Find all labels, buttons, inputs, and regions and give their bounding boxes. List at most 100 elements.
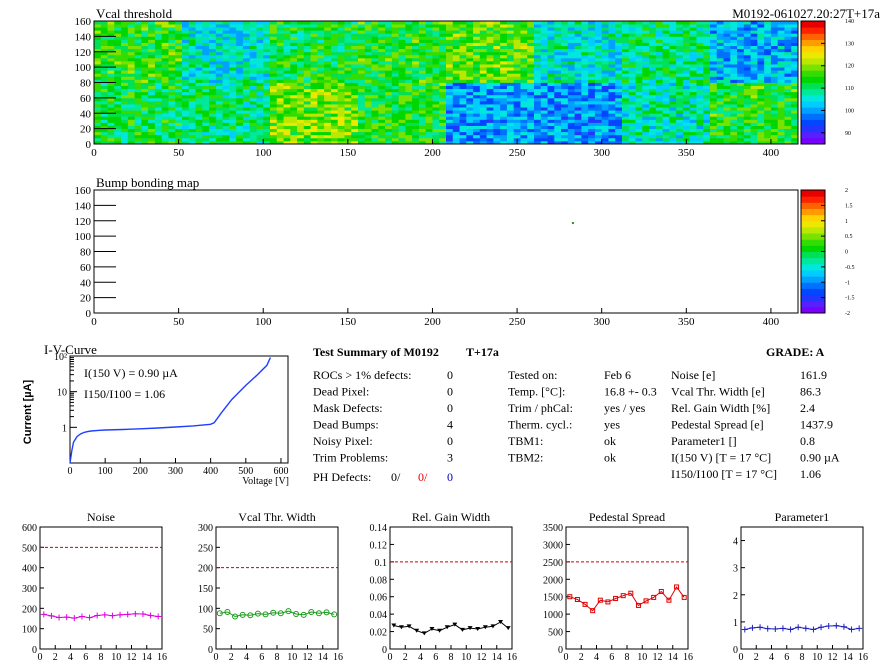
heatmap-cell bbox=[371, 79, 379, 83]
heatmap-cell bbox=[703, 54, 711, 59]
heatmap-cell bbox=[425, 48, 433, 53]
heatmap-cell bbox=[351, 91, 359, 96]
heatmap-cell bbox=[554, 60, 562, 65]
heatmap-cell bbox=[628, 110, 636, 114]
heatmap-cell bbox=[195, 97, 203, 102]
heatmap-cell bbox=[175, 51, 183, 56]
heatmap-cell bbox=[351, 73, 359, 77]
heatmap-cell bbox=[107, 42, 115, 46]
heatmap-cell bbox=[594, 116, 603, 120]
heatmap-cell bbox=[506, 88, 515, 93]
heatmap-cell bbox=[608, 24, 616, 28]
heatmap-cell bbox=[364, 119, 372, 123]
heatmap-cell bbox=[703, 128, 711, 133]
heatmap-cell bbox=[473, 48, 481, 53]
heatmap-cell bbox=[615, 30, 623, 34]
heatmap-cell bbox=[154, 21, 163, 25]
heatmap-cell bbox=[710, 119, 718, 123]
heatmap-cell bbox=[100, 88, 108, 93]
heatmap-cell bbox=[439, 64, 447, 68]
heatmap-cell bbox=[506, 122, 515, 126]
heatmap-cell bbox=[229, 140, 237, 145]
heatmap-cell bbox=[182, 113, 190, 117]
heatmap-cell bbox=[378, 97, 386, 102]
heatmap-cell bbox=[107, 82, 115, 86]
heatmap-cell bbox=[723, 88, 731, 93]
heatmap-cell bbox=[391, 110, 400, 114]
heatmap-cell bbox=[615, 91, 623, 96]
heatmap-cell bbox=[161, 76, 169, 80]
heatmap-cell bbox=[737, 119, 745, 123]
heatmap-cell bbox=[175, 36, 183, 40]
heatmap-cell bbox=[222, 79, 230, 83]
heatmap-cell bbox=[513, 45, 521, 50]
heatmap-cell bbox=[202, 24, 210, 28]
heatmap-cell bbox=[100, 110, 108, 114]
heatmap-cell bbox=[513, 88, 521, 93]
heatmap-cell bbox=[615, 24, 623, 28]
heatmap-cell bbox=[161, 116, 169, 120]
heatmap-cell bbox=[236, 70, 244, 74]
heatmap-cell bbox=[642, 91, 650, 96]
heatmap-cell bbox=[662, 27, 670, 31]
heatmap-cell bbox=[588, 57, 596, 62]
pedestal-y-tick-label: 0 bbox=[558, 645, 563, 656]
heatmap-cell bbox=[385, 54, 393, 59]
heatmap-cell bbox=[398, 64, 406, 68]
heatmap-cell bbox=[466, 24, 474, 28]
heatmap-cell bbox=[486, 94, 494, 99]
heatmap-cell bbox=[202, 82, 210, 86]
heatmap-cell bbox=[134, 73, 142, 77]
heatmap-cell bbox=[148, 60, 156, 65]
heatmap-cell bbox=[337, 54, 345, 59]
heatmap-cell bbox=[696, 110, 704, 114]
heatmap-cell bbox=[615, 54, 623, 59]
heatmap-cell bbox=[337, 116, 345, 120]
heatmap-cell bbox=[385, 21, 393, 25]
heatmap-cell bbox=[378, 45, 386, 50]
heatmap-cell bbox=[784, 64, 792, 68]
heatmap-cell bbox=[385, 67, 393, 71]
x-tick-label: 250 bbox=[509, 316, 526, 328]
heatmap-cell bbox=[209, 27, 217, 31]
heatmap-cell bbox=[242, 140, 251, 145]
heatmap-cell bbox=[486, 97, 494, 102]
heatmap-cell bbox=[330, 42, 339, 46]
heatmap-cell bbox=[628, 42, 636, 46]
heatmap-cell bbox=[182, 73, 190, 77]
heatmap-cell bbox=[303, 21, 312, 25]
heatmap-cell bbox=[737, 116, 745, 120]
heatmap-cell bbox=[107, 91, 115, 96]
heatmap-cell bbox=[743, 88, 752, 93]
heatmap-cell bbox=[473, 42, 481, 46]
heatmap-cell bbox=[378, 51, 386, 56]
heatmap-cell bbox=[114, 27, 122, 31]
heatmap-cell bbox=[601, 134, 609, 139]
heatmap-cell bbox=[452, 82, 460, 86]
heatmap-cell bbox=[236, 82, 244, 86]
heatmap-cell bbox=[615, 122, 623, 126]
colorbar-tick-label: 100 bbox=[845, 108, 854, 114]
heatmap-cell bbox=[249, 70, 257, 74]
heatmap-cell bbox=[520, 76, 528, 80]
heatmap-cell bbox=[344, 54, 352, 59]
heatmap-cell bbox=[222, 100, 230, 105]
heatmap-cell bbox=[100, 36, 108, 40]
heatmap-cell bbox=[581, 137, 589, 142]
heatmap-cell bbox=[710, 73, 718, 77]
heatmap-cell bbox=[141, 60, 149, 65]
noise-y-tick-label: 300 bbox=[22, 584, 37, 595]
heatmap-cell bbox=[459, 110, 467, 114]
heatmap-cell bbox=[554, 70, 562, 74]
heatmap-cell bbox=[364, 85, 372, 90]
heatmap-cell bbox=[473, 73, 481, 77]
heatmap-cell bbox=[324, 85, 332, 90]
heatmap-cell bbox=[622, 24, 630, 28]
heatmap-cell bbox=[324, 21, 332, 25]
heatmap-cell bbox=[791, 30, 799, 34]
heatmap-cell bbox=[534, 131, 542, 136]
heatmap-cell bbox=[669, 36, 677, 40]
heatmap-cell bbox=[337, 27, 345, 31]
heatmap-cell bbox=[297, 76, 305, 80]
heatmap-cell bbox=[635, 36, 643, 40]
